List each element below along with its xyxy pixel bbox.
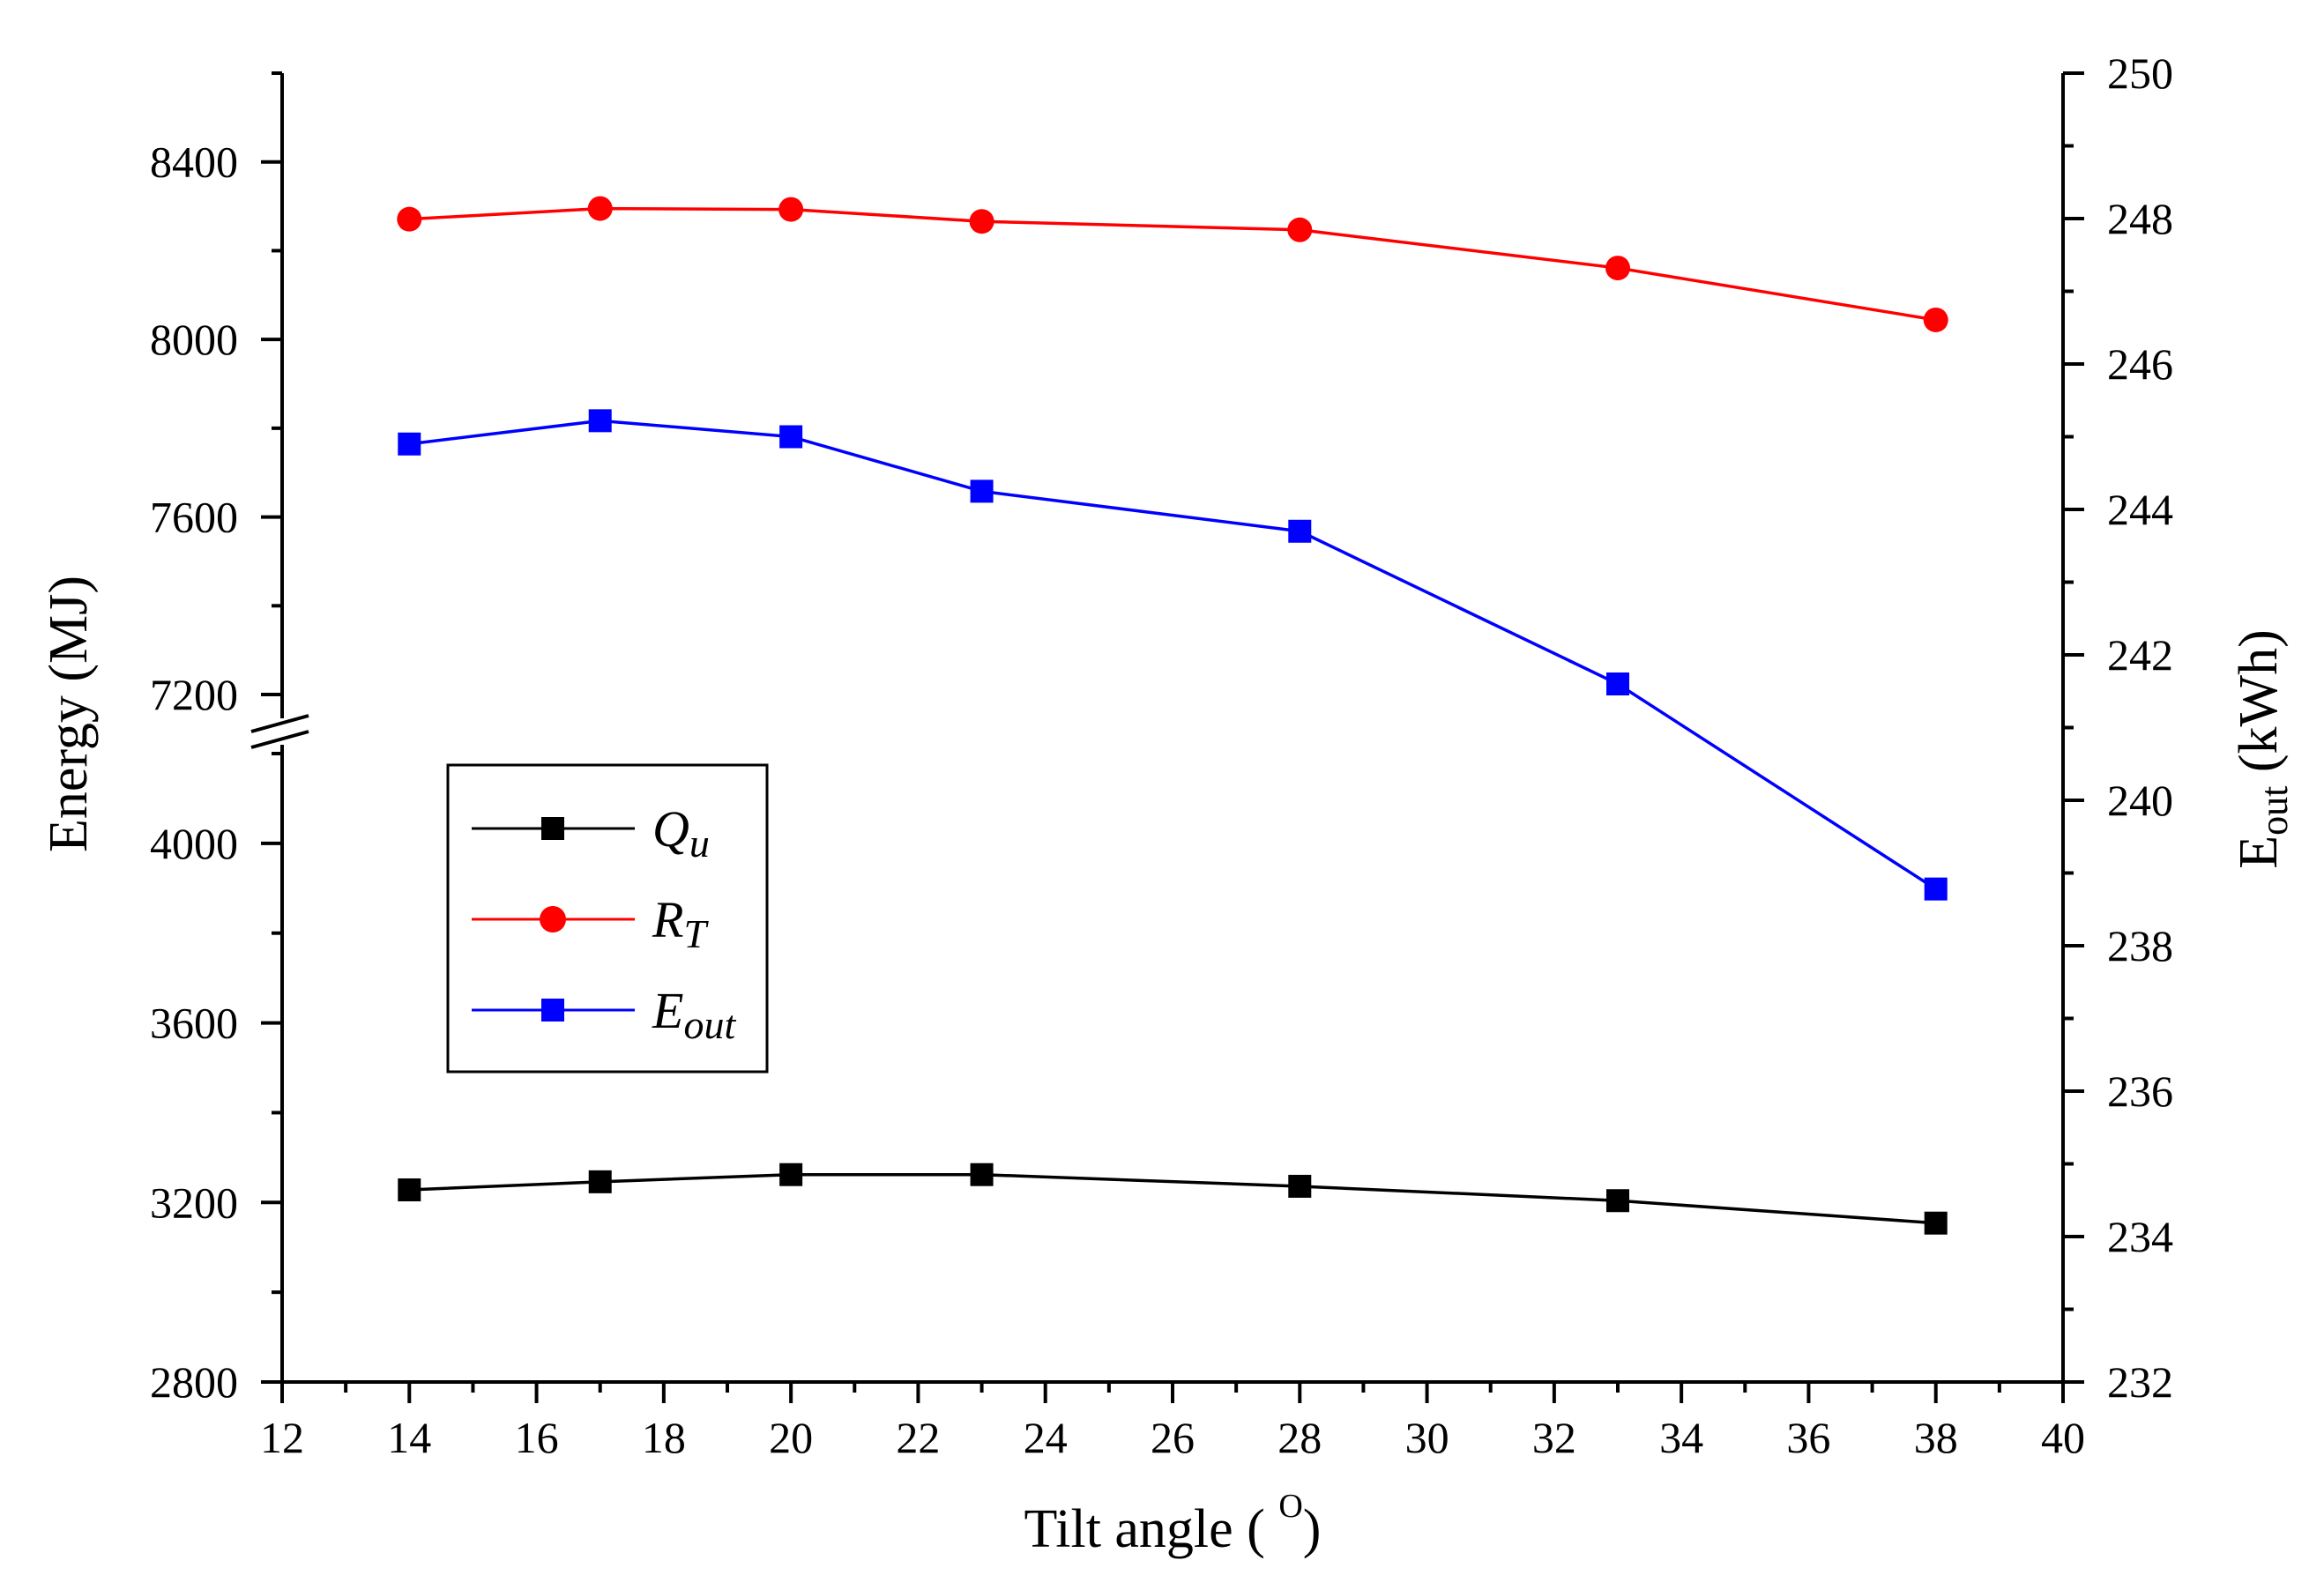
legend-label-qu-sub: u: [689, 821, 710, 866]
data-point-qu: [970, 1163, 994, 1186]
data-point-rt: [397, 206, 422, 232]
legend-marker-eout: [541, 999, 564, 1022]
legend-label-rt-main: R: [652, 891, 683, 948]
plot-series: [397, 196, 1948, 1235]
y-left-tick-label: 7600: [150, 493, 238, 542]
legend-item-eout: Eout: [472, 982, 736, 1047]
y2-title-rest: (kWh): [2229, 629, 2289, 785]
data-point-eout: [779, 425, 803, 449]
x-tick-label: 26: [1151, 1413, 1195, 1462]
x-tick-label: 32: [1532, 1413, 1576, 1462]
y-left-tick-label: 2800: [150, 1357, 238, 1407]
x-tick-label: 18: [642, 1413, 686, 1462]
y-left-tick-label: 3200: [150, 1178, 238, 1227]
legend-label-rt: RT: [652, 891, 709, 956]
legend-label-qu-main: Q: [652, 800, 689, 858]
legend-item-rt: RT: [472, 891, 709, 956]
y2-title-sub: out: [2253, 786, 2296, 836]
y-axis-title-right: Eout (kWh): [2229, 629, 2296, 868]
data-point-rt: [1605, 256, 1630, 281]
x-axis-title-text: Tilt angle (: [1024, 1499, 1279, 1559]
legend-label-qu: Qu: [652, 800, 710, 866]
x-tick-label: 28: [1277, 1413, 1322, 1462]
x-tick-label: 14: [387, 1413, 431, 1462]
y-right-tick-label: 234: [2107, 1212, 2173, 1261]
axis-break-mark-lower: [250, 730, 309, 749]
legend-label-eout-main: E: [652, 982, 683, 1039]
y-right-tick-label: 246: [2107, 339, 2173, 389]
y2-title-main: E: [2229, 836, 2289, 869]
x-tick-label: 38: [1914, 1413, 1958, 1462]
x-tick-label: 16: [515, 1413, 559, 1462]
x-tick-label: 40: [2041, 1413, 2085, 1462]
data-point-qu: [398, 1178, 421, 1202]
series-line-qu: [409, 1172, 1936, 1225]
legend-label-eout: Eout: [652, 982, 736, 1047]
data-point-rt: [969, 209, 994, 234]
x-tick-label: 34: [1659, 1413, 1703, 1462]
x-tick-label: 30: [1405, 1413, 1449, 1462]
y-right-tick-label: 238: [2107, 921, 2173, 970]
x-axis-title-degree: O: [1278, 1488, 1302, 1525]
legend-label-rt-sub: T: [683, 911, 709, 956]
x-tick-label: 20: [769, 1413, 813, 1462]
y-left-tick-label: 3600: [150, 999, 238, 1048]
legend-marker-qu: [541, 817, 564, 840]
y-left-tick-label: 7200: [150, 670, 238, 719]
data-point-rt: [1923, 307, 1948, 332]
legend-label-eout-sub: out: [683, 1002, 736, 1047]
data-point-qu: [588, 1170, 612, 1193]
data-point-eout: [1924, 877, 1948, 901]
data-point-eout: [1606, 672, 1629, 695]
data-point-eout: [588, 409, 612, 433]
y-right-tick-label: 240: [2107, 776, 2173, 825]
data-point-eout: [970, 479, 994, 503]
legend-item-qu: Qu: [472, 800, 710, 866]
series-line-rt: [409, 206, 1936, 322]
y-left-tick-label: 8000: [150, 315, 238, 364]
y-left-tick-label: 8400: [150, 137, 238, 187]
axis-break-mark-upper: [250, 714, 309, 733]
y-right-tick-label: 248: [2107, 194, 2173, 243]
x-tick-label: 22: [896, 1413, 940, 1462]
data-point-eout: [1288, 519, 1312, 543]
data-point-rt: [587, 196, 613, 221]
data-point-qu: [779, 1163, 803, 1186]
data-point-qu: [1924, 1211, 1948, 1235]
data-point-eout: [398, 432, 421, 456]
y-right-tick-label: 232: [2107, 1357, 2173, 1407]
x-tick-label: 12: [260, 1413, 304, 1462]
y-right-tick-label: 236: [2107, 1066, 2173, 1116]
y-axis-title-left: Energy (MJ): [39, 576, 99, 852]
y-right-tick-label: 250: [2107, 48, 2173, 98]
data-point-qu: [1288, 1174, 1312, 1198]
x-axis-title: Tilt angle ( O): [1024, 1488, 1322, 1559]
data-point-rt: [778, 197, 804, 222]
y-left-tick-label: 4000: [150, 819, 238, 868]
data-point-qu: [1606, 1189, 1629, 1213]
x-axis-title-close: ): [1303, 1499, 1322, 1559]
legend-marker-rt: [540, 906, 566, 932]
x-tick-label: 24: [1024, 1413, 1068, 1462]
x-tick-label: 36: [1786, 1413, 1830, 1462]
axes-ticks: 12 14 16 18 20 22 24 26 28 30 32 34 36 38 40 2800 3200 36…: [150, 48, 2173, 1462]
y-right-tick-label: 244: [2107, 485, 2173, 534]
legend: Qu RT Eout: [446, 763, 769, 1074]
data-point-rt: [1287, 217, 1313, 242]
y-right-tick-label: 242: [2107, 630, 2173, 680]
